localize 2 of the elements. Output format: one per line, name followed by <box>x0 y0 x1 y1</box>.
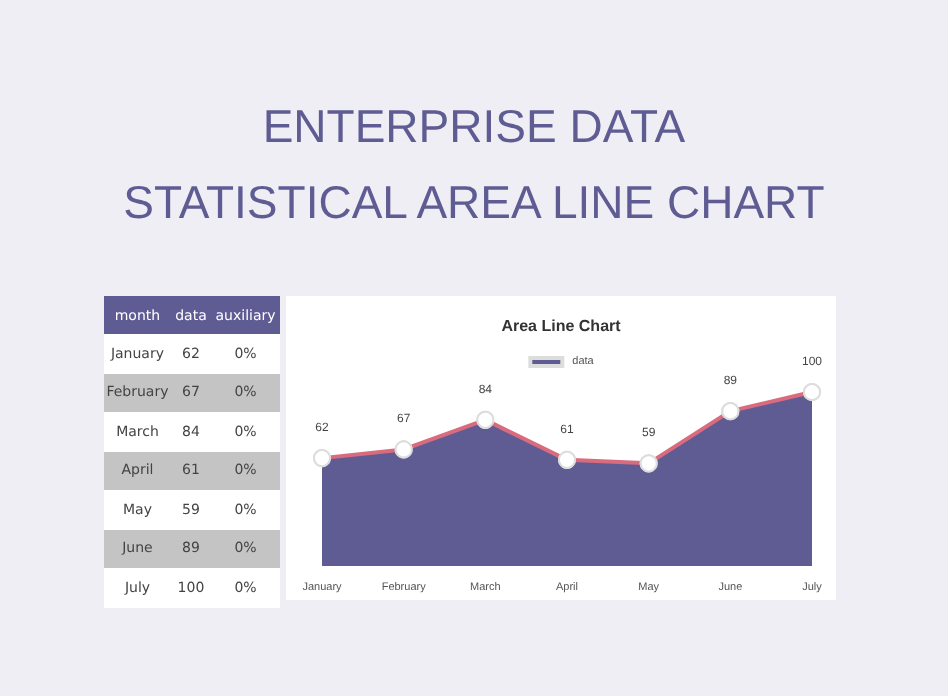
chart-title: ENTERPRISE DATA STATISTICAL AREA LINE CHART <box>121 98 827 232</box>
chart-subtitle: Area Line Chart <box>501 317 622 335</box>
